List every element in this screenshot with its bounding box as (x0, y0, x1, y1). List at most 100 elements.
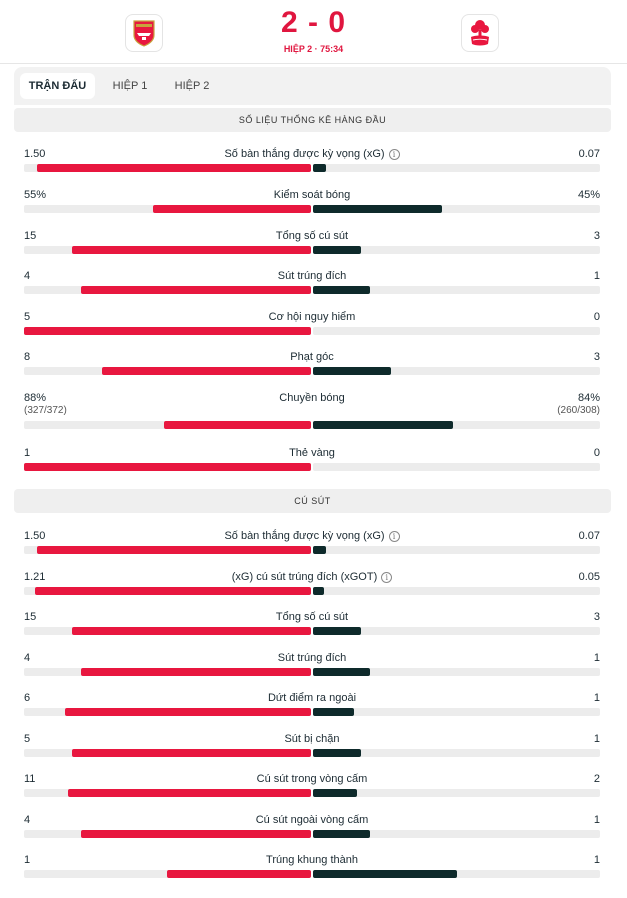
away-stat-value: 0.05 (578, 571, 600, 583)
away-bar-fill (313, 164, 326, 172)
away-stat-value: 84% (577, 392, 600, 404)
home-bar-track (24, 830, 311, 838)
away-stat-value: 1 (593, 652, 600, 664)
stat-label: Cơ hội nguy hiểm (24, 310, 600, 324)
home-bar-track (24, 463, 311, 471)
away-bar-track (313, 164, 600, 172)
away-bar-track (313, 421, 600, 429)
stat-label: Sút bị chặn (24, 732, 600, 746)
away-stat-value: 3 (593, 230, 600, 242)
section-header-top-stats: SỐ LIỆU THỐNG KÊ HÀNG ĐẦU (14, 108, 611, 132)
away-bar-track (313, 708, 600, 716)
away-stat-value: 1 (593, 692, 600, 704)
home-stat-value: 15 (24, 230, 37, 242)
away-stat-value: 1 (593, 270, 600, 282)
away-bar-track (313, 587, 600, 595)
info-icon[interactable]: i (388, 531, 400, 542)
away-bar-fill (313, 708, 354, 716)
home-stat-value: 4 (24, 270, 31, 282)
home-bar-fill (35, 587, 311, 595)
stat-label-text: Số bàn thắng được kỳ vọng (xG) (224, 530, 385, 542)
home-bar-track (24, 246, 311, 254)
home-stat-value: 1 (24, 447, 31, 459)
home-bar-track (24, 587, 311, 595)
stat-label-text: (xG) cú sút trúng đích (xGOT) (231, 571, 378, 583)
info-icon[interactable]: i (388, 149, 400, 160)
home-bar-track (24, 668, 311, 676)
home-bar-track (24, 327, 311, 335)
arsenal-crest-icon (133, 20, 155, 47)
home-stat-value: 4 (24, 814, 31, 826)
home-bar-fill (24, 327, 311, 335)
away-bar-fill (313, 546, 326, 554)
away-bar-fill (313, 830, 370, 838)
away-stat-value: 0.07 (578, 530, 600, 542)
home-bar-track (24, 708, 311, 716)
home-stat-value: 55% (24, 189, 47, 201)
home-stat-value: 1.21 (24, 571, 46, 583)
stat-label-text: Trúng khung thành (266, 854, 358, 866)
stat-label-text: Chuyền bóng (279, 392, 345, 404)
home-team-logo[interactable] (125, 14, 163, 52)
away-bar-fill (313, 870, 457, 878)
stat-label-text: Phạt góc (290, 351, 334, 363)
away-bar-track (313, 246, 600, 254)
home-stat-value: 1.50 (24, 530, 46, 542)
away-bar-track (313, 205, 600, 213)
home-stat-value: 5 (24, 311, 31, 323)
away-bar-track (313, 546, 600, 554)
stat-row: 4 Sút trúng đích 1 (24, 269, 600, 299)
stat-label: Sút trúng đích (24, 651, 600, 665)
stat-label: Số bàn thắng được kỳ vọng (xG) i (24, 147, 600, 161)
home-bar-fill (164, 421, 311, 429)
stat-label-text: Dứt điểm ra ngoài (267, 692, 357, 704)
home-bar-fill (72, 749, 311, 757)
away-bar-fill (313, 587, 324, 595)
stat-row: 4 Cú sút ngoài vòng cấm 1 (24, 813, 600, 843)
stat-label: Tổng số cú sút (24, 229, 600, 243)
away-bar-track (313, 463, 600, 471)
away-stat-value: 1 (593, 733, 600, 745)
tab-match[interactable]: TRẬN ĐẤU (20, 73, 95, 99)
away-stat-value: 2 (593, 773, 600, 785)
away-bar-fill (313, 205, 442, 213)
tab-first-half[interactable]: HIỆP 1 (112, 80, 148, 92)
stat-label-text: Sút trúng đích (277, 652, 347, 664)
home-bar-fill (81, 830, 311, 838)
info-icon[interactable]: i (381, 572, 393, 583)
away-bar-fill (313, 749, 361, 757)
stat-label: Tổng số cú sút (24, 610, 600, 624)
home-stat-value: 11 (24, 773, 36, 785)
stat-label: (xG) cú sút trúng đích (xGOT) i (24, 570, 600, 584)
away-bar-track (313, 830, 600, 838)
stat-row: 6 Dứt điểm ra ngoài 1 (24, 691, 600, 721)
home-stat-value: 1.50 (24, 148, 46, 160)
stat-label: Kiểm soát bóng (24, 188, 600, 202)
away-stat-value: 45% (577, 189, 600, 201)
home-bar-fill (153, 205, 311, 213)
tab-second-half[interactable]: HIỆP 2 (174, 80, 210, 92)
home-stat-value: 1 (24, 854, 31, 866)
home-bar-track (24, 421, 311, 429)
away-stat-value: 3 (593, 611, 600, 623)
away-stat-value: 0.07 (578, 148, 600, 160)
stat-row: 4 Sút trúng đích 1 (24, 651, 600, 681)
stat-label: Trúng khung thành (24, 853, 600, 867)
stat-row: 8 Phạt góc 3 (24, 350, 600, 380)
stat-label-text: Cú sút trong vòng cấm (256, 773, 368, 785)
away-stat-value: 0 (593, 311, 600, 323)
stat-label: Chuyền bóng (24, 391, 600, 405)
away-bar-track (313, 327, 600, 335)
stat-row: 1 Thẻ vàng 0 (24, 446, 600, 476)
away-bar-track (313, 286, 600, 294)
home-bar-fill (167, 870, 311, 878)
away-team-logo[interactable] (461, 14, 499, 52)
stat-label: Cú sút trong vòng cấm (24, 772, 600, 786)
stat-row: 5 Cơ hội nguy hiểm 0 (24, 310, 600, 340)
stat-label: Cú sút ngoài vòng cấm (24, 813, 600, 827)
stat-label: Phạt góc (24, 350, 600, 364)
home-bar-fill (102, 367, 311, 375)
home-bar-track (24, 789, 311, 797)
away-bar-track (313, 749, 600, 757)
stat-label: Sút trúng đích (24, 269, 600, 283)
